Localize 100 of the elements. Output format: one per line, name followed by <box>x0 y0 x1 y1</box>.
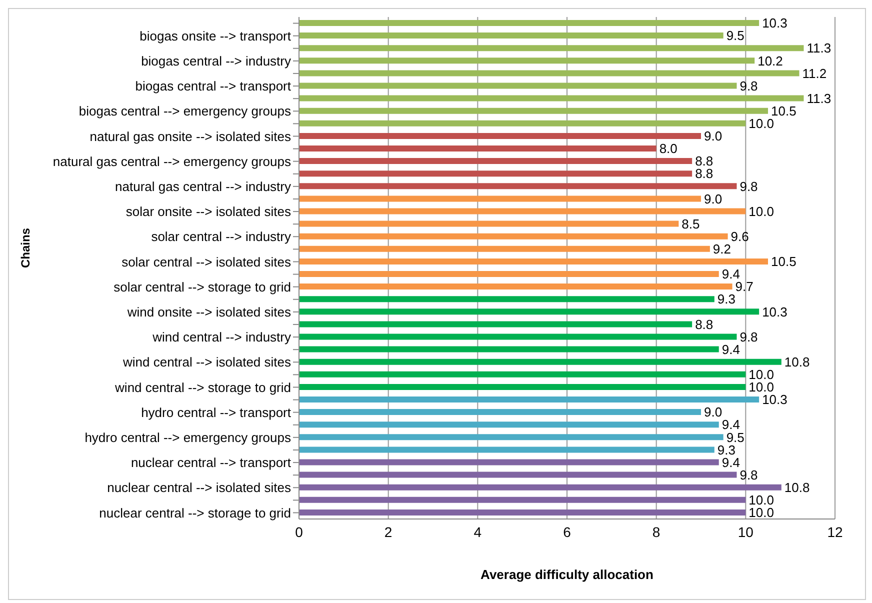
data-label: 9.4 <box>722 342 740 357</box>
bar <box>299 95 804 102</box>
data-label: 9.5 <box>726 430 744 445</box>
bar <box>299 208 746 214</box>
y-tick-label: biogas central --> emergency groups <box>78 104 292 119</box>
bar <box>299 446 714 453</box>
data-label: 8.8 <box>695 166 714 182</box>
data-label: 10.8 <box>784 354 810 370</box>
bar <box>299 496 746 503</box>
bar <box>299 132 701 139</box>
data-label: 10.0 <box>748 492 774 508</box>
y-tick-label: nuclear central --> storage to grid <box>99 505 291 520</box>
bar <box>299 358 782 365</box>
bar <box>299 321 692 328</box>
data-label: 9.7 <box>735 279 754 294</box>
y-tick-label: hydro central --> emergency groups <box>84 430 292 446</box>
bar <box>299 284 732 290</box>
bar <box>299 258 768 264</box>
data-label: 10.5 <box>771 254 796 270</box>
x-tick-label: 4 <box>474 524 482 540</box>
bar <box>299 146 656 152</box>
y-axis-title: Chains <box>18 228 32 268</box>
data-label: 9.0 <box>704 191 722 206</box>
bar <box>299 58 755 64</box>
y-tick-label: wind central --> industry <box>152 330 292 345</box>
bar <box>299 422 719 428</box>
bar <box>299 70 800 76</box>
data-label: 10.5 <box>771 103 796 118</box>
bar <box>299 434 724 440</box>
bar <box>299 183 737 190</box>
data-label: 9.4 <box>722 454 740 470</box>
y-tick-label: hydro central --> transport <box>141 404 292 420</box>
x-tick-label: 2 <box>384 524 392 540</box>
y-tick-label: wind central --> isolated sites <box>122 354 292 370</box>
data-label: 10.0 <box>748 116 774 132</box>
data-label: 9.8 <box>740 329 758 344</box>
y-tick-label: solar central --> storage to grid <box>114 279 291 294</box>
y-tick-label: wind onsite --> isolated sites <box>126 304 292 320</box>
bar <box>299 170 692 177</box>
data-label: 8.8 <box>695 154 714 169</box>
data-label: 9.4 <box>722 266 740 282</box>
data-label: 8.0 <box>659 141 678 156</box>
bar <box>299 20 760 26</box>
x-tick-label: 12 <box>827 524 843 540</box>
bar <box>299 509 746 516</box>
bar <box>299 396 760 402</box>
y-tick-label: natural gas central --> industry <box>115 179 292 194</box>
data-label: 10.0 <box>748 204 774 219</box>
y-tick-label: solar onsite --> isolated sites <box>126 204 292 220</box>
x-tick-label: 6 <box>563 524 572 540</box>
data-label: 10.3 <box>762 392 788 408</box>
x-tick-label: 10 <box>738 524 754 540</box>
data-label: 11.2 <box>802 66 827 81</box>
data-label: 9.0 <box>704 404 722 420</box>
data-label: 8.5 <box>682 216 700 232</box>
data-label: 9.2 <box>712 242 732 257</box>
bar <box>299 108 768 114</box>
data-label: 8.8 <box>695 316 714 332</box>
data-label: 10.0 <box>748 505 774 520</box>
bar <box>299 32 724 39</box>
data-label: 9.4 <box>722 417 740 432</box>
bar <box>299 409 701 416</box>
bar <box>299 346 719 352</box>
data-label: 9.8 <box>740 178 758 194</box>
bar <box>299 472 737 478</box>
x-tick-label: 0 <box>295 524 304 540</box>
data-label: 10.2 <box>758 53 783 68</box>
data-label: 10.3 <box>762 16 788 31</box>
y-tick-label: solar central --> isolated sites <box>122 254 292 270</box>
y-tick-label: natural gas central --> emergency groups <box>52 154 292 169</box>
data-label: 10.0 <box>748 367 774 382</box>
bar <box>299 384 746 390</box>
x-tick-label: 8 <box>652 524 660 540</box>
bar <box>299 120 746 126</box>
bar <box>299 334 737 340</box>
y-tick-label: wind central --> storage to grid <box>114 380 291 395</box>
data-label: 10.0 <box>748 380 774 395</box>
data-label: 11.3 <box>806 40 832 56</box>
bar <box>299 308 760 315</box>
bar <box>299 371 746 378</box>
data-label: 9.0 <box>704 128 722 144</box>
bar <box>299 271 719 277</box>
data-label: 9.3 <box>717 442 736 458</box>
bar <box>299 459 719 466</box>
bar <box>299 484 782 490</box>
data-label: 11.3 <box>806 90 832 106</box>
data-label: 9.8 <box>740 467 758 482</box>
y-tick-label: biogas central --> transport <box>135 78 292 94</box>
y-tick-label: biogas onsite --> transport <box>140 28 292 44</box>
bar <box>299 196 701 202</box>
y-tick-label: nuclear central --> isolated sites <box>107 480 292 496</box>
bar <box>299 233 728 240</box>
bar <box>299 246 710 252</box>
data-label: 10.8 <box>784 480 810 495</box>
y-tick-label: biogas central --> industry <box>141 54 292 69</box>
data-label: 9.5 <box>726 28 744 44</box>
data-label: 10.3 <box>762 304 788 320</box>
y-tick-label: solar central --> industry <box>151 229 292 244</box>
data-label: 9.6 <box>730 228 749 244</box>
data-label: 9.8 <box>740 78 758 94</box>
